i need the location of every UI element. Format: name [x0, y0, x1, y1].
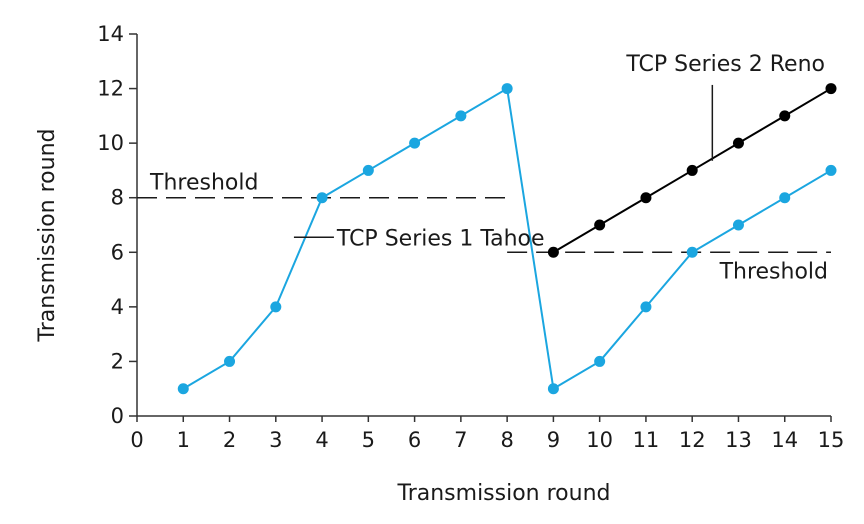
y-tick-label: 14: [97, 22, 124, 46]
x-tick-label: 11: [633, 428, 660, 452]
data-point: [779, 192, 791, 204]
y-tick-label: 0: [111, 404, 124, 428]
y-tick-label: 8: [111, 186, 124, 210]
series-label: TCP Series 2 Reno: [625, 52, 825, 77]
data-point: [732, 219, 744, 231]
data-point: [409, 137, 421, 149]
data-point: [732, 137, 744, 149]
data-point: [779, 110, 791, 122]
data-point: [594, 219, 606, 231]
x-tick-label: 6: [408, 428, 421, 452]
y-tick-label: 12: [97, 77, 124, 101]
x-tick-label: 3: [269, 428, 282, 452]
data-point: [316, 192, 328, 204]
x-tick-label: 2: [223, 428, 236, 452]
threshold-label: Threshold: [719, 259, 828, 284]
thresholds: Threshold Threshold: [137, 171, 831, 284]
data-point: [547, 246, 559, 258]
x-tick-label: 7: [454, 428, 467, 452]
x-tick-label: 13: [725, 428, 752, 452]
data-point: [686, 164, 698, 176]
data-point: [640, 192, 652, 204]
x-tick-label: 0: [130, 428, 143, 452]
x-tick-label: 10: [586, 428, 613, 452]
x-tick-label: 14: [771, 428, 798, 452]
data-point: [640, 301, 652, 313]
data-point: [825, 83, 837, 95]
y-tick-label: 6: [111, 240, 124, 264]
threshold-label: Threshold: [149, 171, 258, 196]
data-point: [177, 383, 189, 395]
data-point: [270, 301, 282, 313]
x-tick-label: 8: [500, 428, 513, 452]
data-point: [362, 164, 374, 176]
series-label: TCP Series 1 Tahoe: [336, 226, 545, 251]
x-tick-label: 5: [362, 428, 375, 452]
data-point: [455, 110, 467, 122]
series-lines: [177, 83, 837, 395]
data-point: [224, 355, 236, 367]
data-point: [686, 246, 698, 258]
data-point: [501, 83, 513, 95]
x-tick-label: 4: [315, 428, 328, 452]
y-tick-label: 4: [111, 295, 124, 319]
y-tick-label: 10: [97, 131, 124, 155]
x-tick-label: 9: [547, 428, 560, 452]
y-tick-label: 2: [111, 349, 124, 373]
x-tick-label: 12: [679, 428, 706, 452]
data-point: [547, 383, 559, 395]
x-tick-label: 15: [818, 428, 845, 452]
y-axis-title: Transmission round: [35, 129, 60, 343]
data-point: [594, 355, 606, 367]
data-point: [825, 164, 837, 176]
x-axis-title: Transmission round: [397, 481, 611, 506]
x-tick-label: 1: [177, 428, 190, 452]
annotations: TCP Series 1 Tahoe TCP Series 2 Reno: [293, 52, 825, 251]
